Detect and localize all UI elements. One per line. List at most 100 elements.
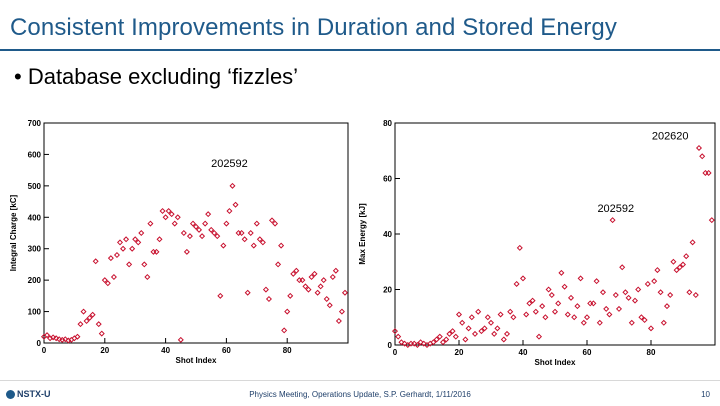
data-point bbox=[281, 327, 288, 334]
y-axis-label: Max Energy [kJ] bbox=[358, 203, 367, 265]
y-tick-label: 400 bbox=[28, 213, 42, 222]
data-point bbox=[417, 339, 424, 346]
data-point bbox=[580, 319, 587, 326]
data-point bbox=[532, 308, 539, 315]
data-point bbox=[507, 308, 514, 315]
data-point bbox=[226, 207, 233, 215]
data-point bbox=[232, 201, 239, 208]
data-point bbox=[287, 292, 294, 299]
data-point bbox=[468, 314, 475, 321]
data-point bbox=[446, 330, 453, 337]
data-point bbox=[275, 261, 282, 268]
data-point bbox=[44, 332, 51, 339]
data-point bbox=[101, 277, 108, 284]
data-point bbox=[323, 295, 330, 303]
data-point bbox=[317, 283, 324, 290]
logo-mark-icon bbox=[6, 390, 15, 400]
data-point bbox=[338, 308, 345, 315]
y-tick-label: 500 bbox=[28, 182, 42, 191]
data-point bbox=[670, 258, 677, 265]
y-tick-label: 100 bbox=[28, 308, 42, 317]
data-point bbox=[647, 325, 655, 332]
y-tick-label: 0 bbox=[388, 341, 393, 350]
x-tick-label: 80 bbox=[283, 346, 292, 355]
data-point bbox=[462, 336, 469, 343]
data-point bbox=[657, 289, 664, 296]
data-point bbox=[692, 292, 699, 299]
data-point bbox=[542, 314, 549, 321]
data-point bbox=[686, 289, 693, 296]
data-point bbox=[705, 169, 712, 176]
data-point bbox=[577, 275, 584, 282]
plot-frame bbox=[394, 122, 716, 346]
data-point bbox=[513, 280, 520, 287]
data-point bbox=[551, 308, 559, 315]
data-point bbox=[223, 220, 230, 227]
data-point bbox=[612, 292, 619, 299]
data-point bbox=[107, 255, 114, 262]
data-point bbox=[574, 303, 581, 310]
data-point bbox=[299, 277, 306, 284]
data-point bbox=[192, 223, 200, 230]
data-point bbox=[491, 330, 498, 337]
data-point bbox=[465, 325, 472, 332]
data-point bbox=[593, 278, 600, 285]
data-point bbox=[98, 330, 105, 337]
data-point bbox=[259, 239, 266, 246]
data-point bbox=[53, 335, 60, 342]
data-point bbox=[247, 229, 254, 237]
data-point bbox=[455, 311, 463, 318]
data-point bbox=[177, 336, 184, 343]
data-point bbox=[329, 273, 336, 281]
data-point bbox=[123, 236, 130, 243]
data-point bbox=[104, 280, 111, 287]
data-point bbox=[500, 336, 507, 343]
data-point bbox=[74, 333, 81, 340]
x-tick-label: 20 bbox=[100, 346, 109, 355]
data-point bbox=[478, 328, 485, 335]
data-point bbox=[459, 319, 466, 326]
data-point bbox=[165, 207, 172, 215]
data-point bbox=[564, 311, 571, 318]
data-point bbox=[641, 317, 648, 324]
data-point bbox=[395, 333, 402, 340]
data-point bbox=[487, 319, 495, 326]
data-point bbox=[156, 236, 163, 243]
x-axis-label: Shot Index bbox=[535, 358, 576, 367]
y-tick-label: 0 bbox=[37, 339, 42, 348]
data-point bbox=[689, 239, 696, 246]
data-point bbox=[335, 317, 342, 325]
footer: NSTX-U Physics Meeting, Operations Updat… bbox=[0, 380, 720, 406]
data-point bbox=[497, 311, 504, 318]
data-point bbox=[341, 289, 348, 296]
data-point bbox=[302, 283, 309, 290]
data-point bbox=[135, 239, 142, 246]
x-tick-label: 0 bbox=[393, 348, 398, 357]
data-point bbox=[433, 336, 440, 343]
footer-citation: Physics Meeting, Operations Update, S.P.… bbox=[249, 390, 471, 399]
data-point bbox=[430, 339, 437, 346]
data-point bbox=[625, 294, 632, 301]
data-point bbox=[126, 261, 133, 268]
y-tick-label: 40 bbox=[383, 230, 392, 239]
data-point bbox=[147, 220, 154, 227]
data-point bbox=[171, 220, 178, 227]
data-point bbox=[229, 182, 236, 189]
max-energy-plot: 0 20 40 60 80 0 20 40 60 80 Shot Index Max Energy [… bbox=[358, 119, 716, 367]
data-point bbox=[95, 321, 102, 328]
data-point bbox=[391, 328, 399, 335]
data-point bbox=[244, 289, 251, 296]
data-point bbox=[571, 314, 578, 321]
data-point bbox=[590, 300, 597, 307]
data-point bbox=[217, 292, 224, 299]
data-point bbox=[411, 340, 418, 347]
data-point bbox=[120, 245, 127, 252]
data-point bbox=[545, 286, 552, 293]
data-point bbox=[628, 319, 635, 326]
data-point bbox=[77, 321, 84, 328]
data-point bbox=[673, 267, 680, 274]
data-point bbox=[644, 280, 651, 287]
data-point bbox=[141, 261, 148, 268]
data-point bbox=[529, 297, 536, 304]
data-point bbox=[256, 236, 263, 243]
